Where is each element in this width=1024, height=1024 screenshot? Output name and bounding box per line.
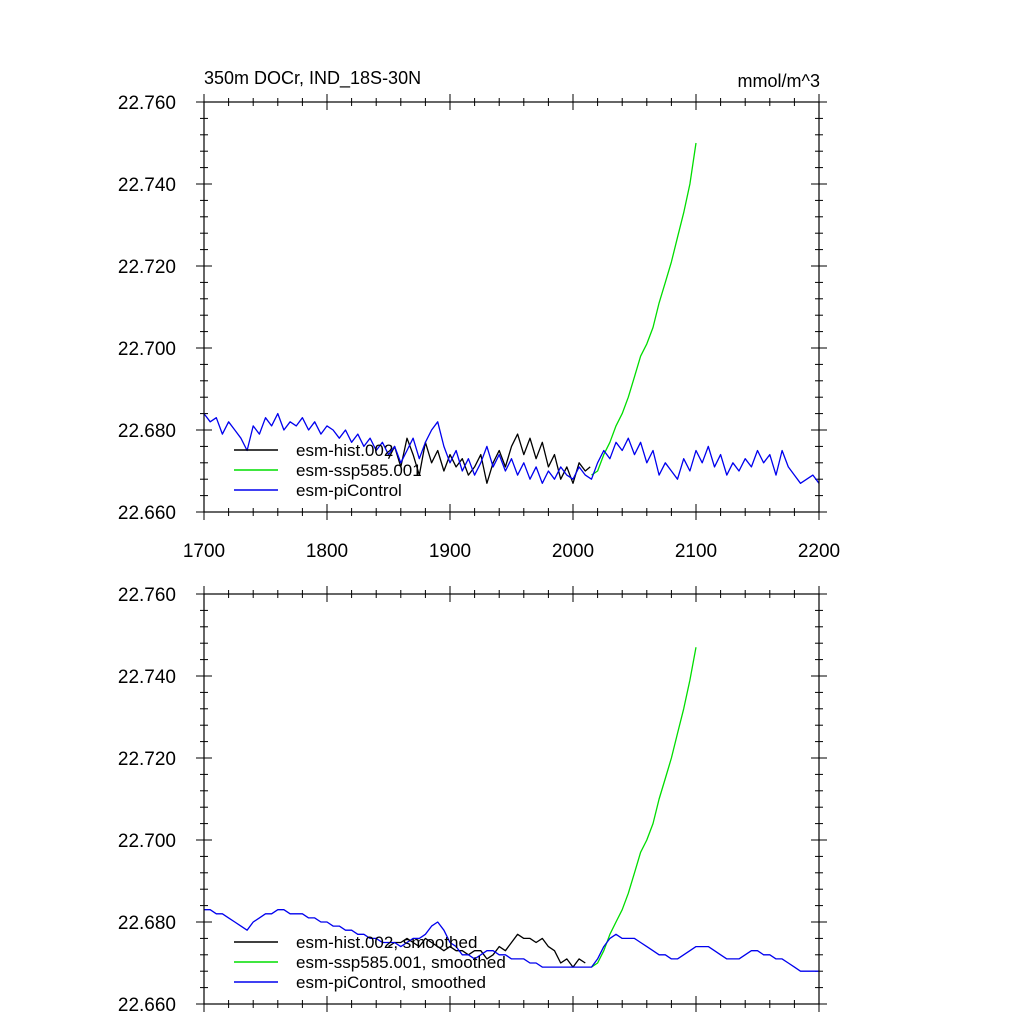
bottom-panel-ticks: [196, 586, 827, 1012]
series-line-hist: [388, 933, 586, 968]
y-tick-label: 22.680: [118, 913, 176, 934]
legend-label: esm-piControl: [296, 481, 402, 500]
chart-title: 350m DOCr, IND_18S-30N: [204, 68, 421, 89]
series-line-picontrol: [203, 412, 820, 484]
legend-label: esm-ssp585.001, smoothed: [296, 953, 506, 972]
y-tick-label: 22.740: [118, 175, 176, 196]
y-tick-label: 22.740: [118, 667, 176, 688]
legend-label: esm-hist.002, smoothed: [296, 933, 477, 952]
bottom-panel-frame: [203, 593, 820, 1005]
y-tick-label: 22.660: [118, 995, 176, 1016]
x-tick-label: 2100: [675, 541, 717, 562]
series-line-ssp: [591, 142, 697, 476]
series-line-picontrol: [204, 909, 819, 972]
units-label: mmol/m^3: [738, 71, 820, 91]
x-tick-label: 1900: [429, 541, 471, 562]
bottom-panel-y-tick-labels: 22.660 22.680 22.700 22.720 22.740 22.760: [118, 585, 176, 1016]
top-panel-series: [203, 142, 820, 484]
top-panel: 350m DOCr, IND_18S-30N mmol/m^3 22.66022…: [118, 68, 840, 562]
top-panel-y-tick-labels: 22.660 22.680 22.700 22.720 22.740 22.760: [118, 93, 176, 524]
legend-label: esm-piControl, smoothed: [296, 973, 486, 992]
y-tick-label: 22.680: [118, 421, 176, 442]
top-panel-x-tick-labels: 1700 1800 1900 2000 2100 2200: [183, 541, 840, 562]
bottom-panel-series: [204, 647, 819, 972]
y-tick-label: 22.760: [118, 93, 176, 114]
top-panel-frame: [203, 101, 820, 513]
series-line-hist: [387, 433, 591, 484]
y-tick-label: 22.720: [118, 749, 176, 770]
legend-label: esm-ssp585.001: [296, 461, 422, 480]
y-tick-label: 22.720: [118, 257, 176, 278]
x-tick-label: 2200: [798, 541, 840, 562]
x-tick-label: 1800: [306, 541, 348, 562]
y-tick-label: 22.760: [118, 585, 176, 606]
x-tick-label: 1700: [183, 541, 225, 562]
y-tick-label: 22.700: [118, 831, 176, 852]
series-line-ssp: [591, 647, 697, 968]
y-tick-label: 22.700: [118, 339, 176, 360]
y-tick-label: 22.660: [118, 503, 176, 524]
top-panel-ticks: [196, 94, 827, 520]
bottom-panel: 22.660 22.680 22.700 22.720 22.740 22.760 esm…: [118, 585, 827, 1016]
legend-label: esm-hist.002: [296, 441, 393, 460]
x-tick-label: 2000: [552, 541, 594, 562]
